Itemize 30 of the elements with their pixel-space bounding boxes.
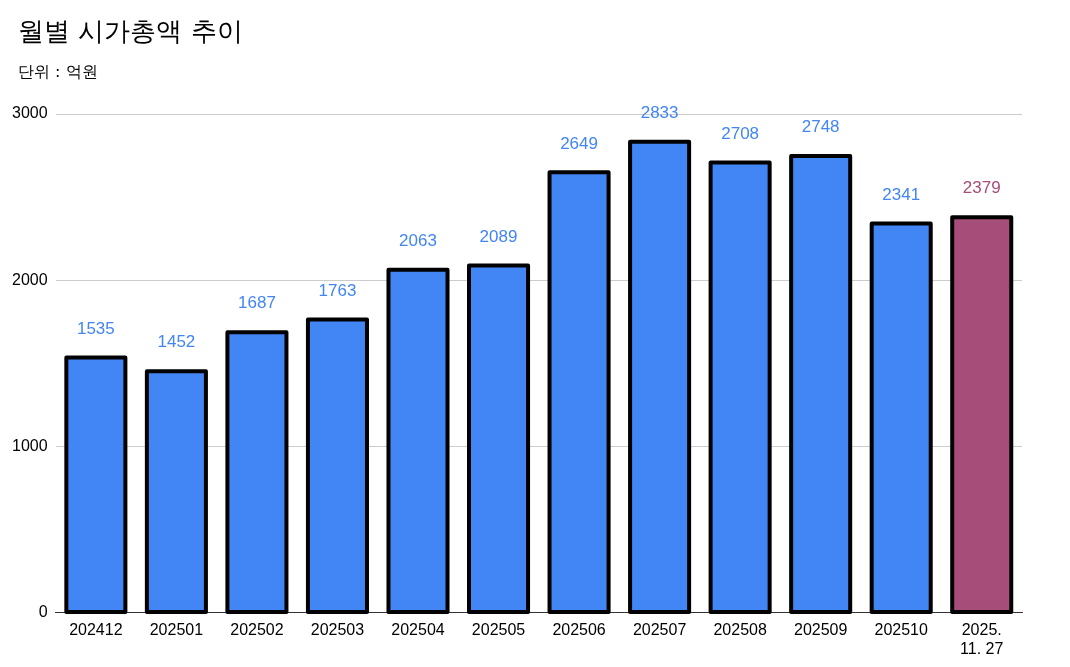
x-tick-label: 202509 [793, 620, 848, 638]
chart-title: 월별 시가총액 추이 [18, 15, 243, 48]
data-label: 2649 [560, 133, 598, 153]
y-tick-label: 3000 [12, 104, 48, 122]
data-label: 1687 [238, 293, 276, 313]
x-tick-label: 202507 [632, 620, 687, 638]
data-label: 2833 [640, 102, 679, 122]
data-label: 1763 [318, 280, 357, 300]
y-tick-label: 2000 [12, 270, 48, 288]
y-tick-label: 1000 [12, 436, 48, 454]
x-tick-label: 202412 [69, 620, 123, 638]
data-label: 2341 [882, 184, 921, 204]
x-tick-label: 2025. 11. 27 [960, 620, 1004, 657]
data-label: 2708 [721, 123, 760, 143]
data-label: 1535 [76, 318, 115, 338]
x-tick-label: 202508 [713, 620, 767, 638]
data-label: 2379 [962, 178, 1001, 198]
x-tick-label: 202504 [391, 620, 445, 638]
x-tick-label: 202505 [471, 620, 526, 638]
data-label: 2063 [399, 230, 437, 250]
data-label: 2089 [479, 226, 518, 246]
x-tick-label: 202506 [552, 620, 606, 638]
chart-subtitle: 단위 : 억원 [18, 62, 98, 83]
y-tick-label: 0 [38, 603, 48, 621]
x-tick-label: 202503 [310, 620, 365, 638]
x-tick-label: 202502 [230, 620, 284, 638]
x-tick-label: 202501 [149, 620, 204, 638]
x-tick-label: 202510 [874, 620, 928, 638]
data-label: 1452 [157, 332, 196, 352]
data-label: 2748 [801, 117, 840, 137]
